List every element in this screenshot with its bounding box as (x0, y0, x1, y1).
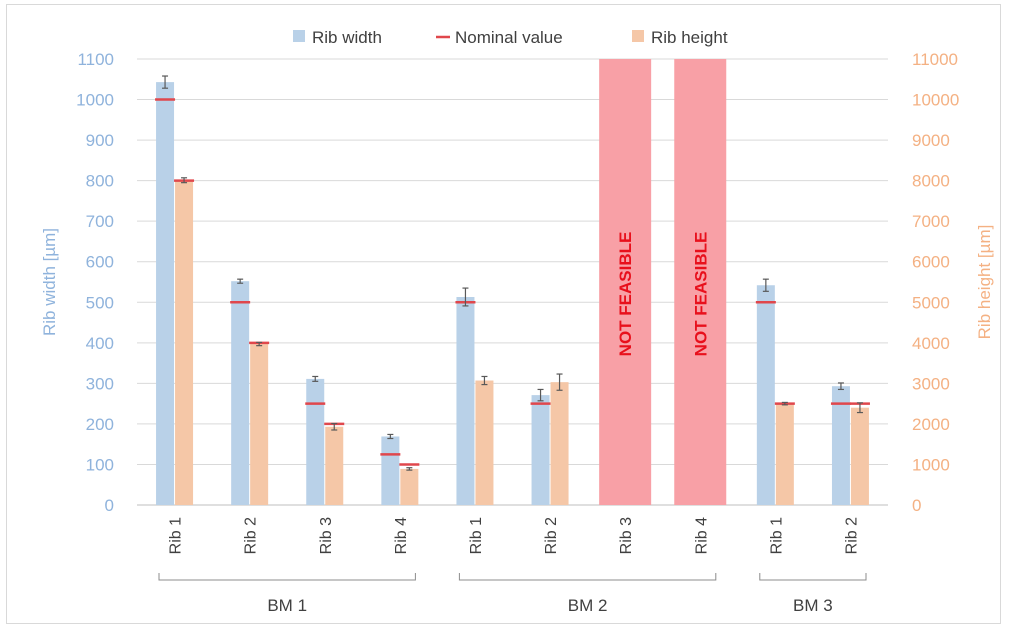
x-category-label: Rib 2 (543, 517, 560, 554)
not-feasible-band (674, 59, 727, 505)
y-left-tick-label: 500 (86, 293, 114, 312)
x-category-label: Rib 3 (618, 517, 635, 554)
y-right-tick-label: 9000 (912, 131, 950, 150)
group-bracket (759, 573, 867, 581)
x-category-label: Rib 3 (318, 517, 335, 554)
y-left-tick-label: 0 (105, 496, 114, 515)
x-category-label: Rib 1 (168, 517, 185, 554)
legend-swatch (293, 30, 305, 42)
y-right-tick-label: 3000 (912, 374, 950, 393)
rib-height-bar (550, 382, 569, 505)
y-right-tick-label: 5000 (912, 293, 950, 312)
legend-label: Rib width (312, 28, 382, 47)
y-right-axis-title: Rib height [µm] (975, 225, 994, 340)
y-left-tick-label: 100 (86, 455, 114, 474)
x-category-label: Rib 2 (243, 517, 260, 554)
y-right-tick-label: 2000 (912, 415, 950, 434)
rib-height-bar (250, 344, 269, 505)
x-category-label: Rib 4 (393, 517, 410, 554)
x-group-label: BM 2 (568, 596, 608, 615)
group-bracket (458, 573, 717, 581)
x-group-label: BM 1 (267, 596, 307, 615)
not-feasible-label: NOT FEASIBLE (616, 232, 635, 357)
rib-width-bar (306, 378, 325, 505)
x-category-label: Rib 2 (843, 517, 860, 554)
y-right-tick-label: 1000 (912, 455, 950, 474)
not-feasible-band (599, 59, 652, 505)
y-right-tick-label: 8000 (912, 172, 950, 191)
x-category-label: Rib 1 (768, 517, 785, 554)
y-left-tick-label: 800 (86, 172, 114, 191)
legend-swatch (632, 30, 644, 42)
rib-height-bar (325, 426, 344, 505)
x-group-label: BM 3 (793, 596, 833, 615)
rib-height-bar (475, 380, 494, 505)
rib-width-bar (831, 386, 850, 505)
rib-height-bar (175, 180, 194, 506)
y-left-axis-title: Rib width [µm] (40, 228, 59, 336)
legend-label: Nominal value (455, 28, 563, 47)
y-left-tick-label: 700 (86, 212, 114, 231)
y-left-tick-label: 1100 (77, 50, 114, 69)
y-right-tick-label: 10000 (912, 91, 959, 110)
y-left-tick-label: 900 (86, 131, 114, 150)
x-category-label: Rib 4 (693, 517, 710, 554)
y-right-tick-label: 0 (912, 496, 921, 515)
rib-width-bar (456, 297, 475, 505)
not-feasible-label: NOT FEASIBLE (691, 232, 710, 357)
y-right-tick-label: 6000 (912, 253, 950, 272)
y-right-tick-label: 4000 (912, 334, 950, 353)
y-right-tick-label: 7000 (912, 212, 950, 231)
rib-height-bar (400, 468, 419, 505)
y-right-tick-label: 11000 (912, 50, 958, 69)
rib-width-bar (381, 436, 400, 505)
y-left-tick-label: 400 (86, 334, 114, 353)
y-left-tick-label: 200 (86, 415, 114, 434)
group-bracket (158, 573, 416, 581)
x-category-label: Rib 1 (468, 517, 485, 554)
y-left-tick-label: 600 (86, 253, 114, 272)
y-left-tick-label: 300 (86, 374, 114, 393)
rib-height-bar (850, 407, 869, 505)
rib-height-bar (775, 403, 794, 505)
rib-width-bar (156, 82, 175, 506)
legend-label: Rib height (651, 28, 728, 47)
y-left-tick-label: 1000 (76, 91, 114, 110)
rib-width-bar (231, 281, 250, 505)
rib-width-bar (756, 285, 775, 505)
rib-width-bar (531, 395, 550, 505)
